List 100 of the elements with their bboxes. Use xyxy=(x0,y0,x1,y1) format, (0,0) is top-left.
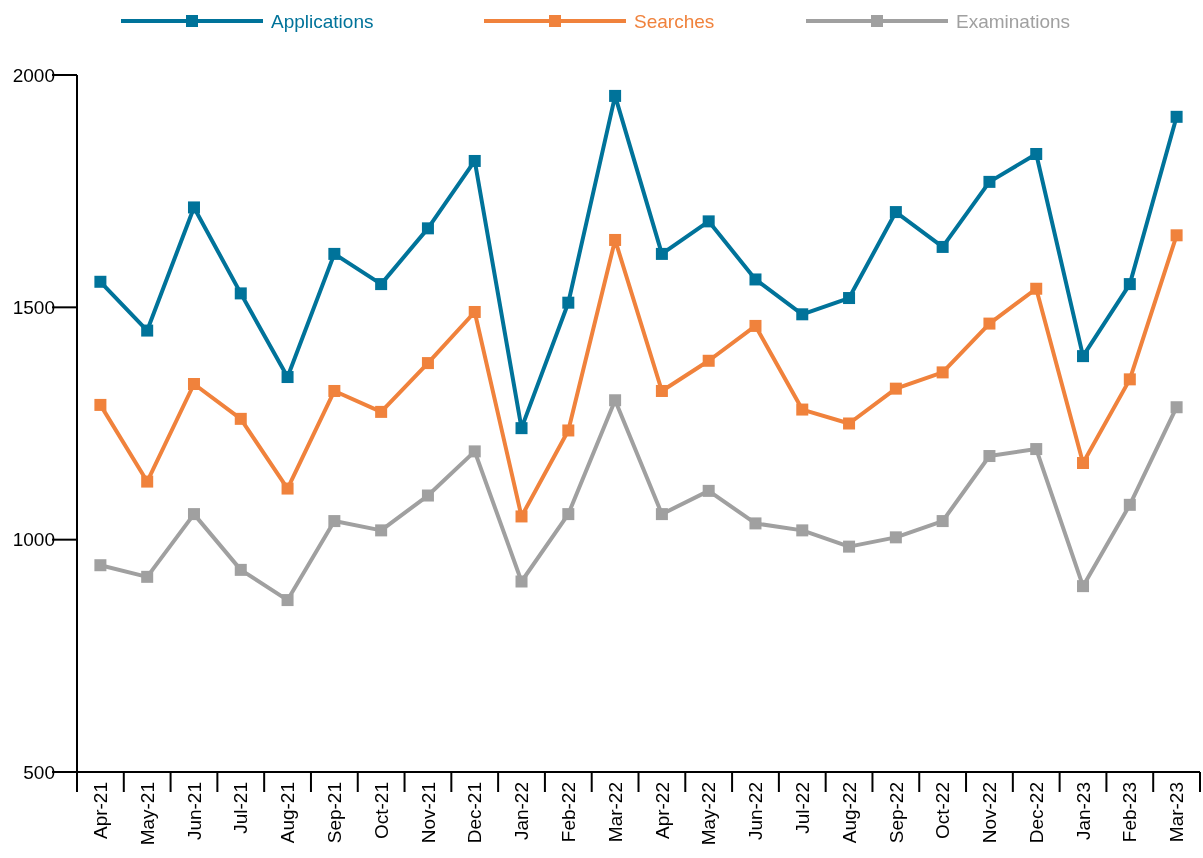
x-tick-label: Aug-22 xyxy=(838,782,860,844)
point xyxy=(889,206,902,219)
point xyxy=(94,559,107,572)
point xyxy=(1030,282,1043,295)
point xyxy=(281,594,294,607)
point xyxy=(749,517,762,530)
text: Searches xyxy=(634,10,715,32)
point xyxy=(609,233,622,246)
x-tick-label: Jul-21 xyxy=(230,782,252,834)
point xyxy=(936,240,949,253)
point xyxy=(1077,350,1090,363)
point xyxy=(94,275,107,288)
point xyxy=(749,273,762,286)
x-tick-label: Aug-21 xyxy=(277,782,299,844)
point xyxy=(421,222,434,235)
point xyxy=(796,308,809,321)
point xyxy=(983,450,996,463)
point xyxy=(375,524,388,537)
point xyxy=(562,424,575,437)
point xyxy=(1123,498,1136,511)
point xyxy=(843,540,856,553)
x-tick-label: Jan-22 xyxy=(511,782,533,841)
point xyxy=(187,508,200,521)
point xyxy=(702,484,715,497)
point xyxy=(796,524,809,537)
x-tick-label: Oct-22 xyxy=(932,782,954,840)
point xyxy=(234,412,247,425)
point xyxy=(328,384,341,397)
point xyxy=(655,384,668,397)
point xyxy=(234,563,247,576)
point xyxy=(468,445,481,458)
point xyxy=(562,508,575,521)
point xyxy=(468,305,481,318)
point xyxy=(1077,457,1090,469)
point xyxy=(1170,401,1183,414)
x-tick-label: Jan-23 xyxy=(1072,782,1094,841)
point xyxy=(983,317,996,330)
text: Applications xyxy=(271,10,374,32)
x-tick-label: May-21 xyxy=(136,782,158,846)
y-tick-label: 1000 xyxy=(12,529,55,551)
x-tick-label: Dec-21 xyxy=(464,782,486,844)
x-tick-label: Jul-22 xyxy=(791,782,813,834)
point xyxy=(375,405,388,418)
x-tick-label: Apr-21 xyxy=(90,782,112,840)
point xyxy=(1170,110,1183,123)
point xyxy=(141,324,154,337)
point xyxy=(983,175,996,188)
x-tick-label: Jun-21 xyxy=(183,782,205,841)
point xyxy=(141,570,154,583)
point xyxy=(936,366,949,379)
x-tick-label: Sep-22 xyxy=(885,782,907,844)
point xyxy=(515,575,528,588)
point xyxy=(889,531,902,544)
y-tick-label: 1500 xyxy=(12,296,55,318)
x-tick-label: May-22 xyxy=(698,782,720,846)
point xyxy=(796,403,809,416)
x-tick-label: Feb-22 xyxy=(557,782,579,843)
point xyxy=(702,215,715,228)
point xyxy=(328,515,341,528)
point xyxy=(187,378,200,390)
x-tick-label: Apr-22 xyxy=(651,782,673,840)
point xyxy=(1123,278,1136,291)
x-tick-label: Feb-23 xyxy=(1119,782,1141,843)
point xyxy=(843,417,856,430)
point xyxy=(515,510,528,523)
point xyxy=(609,394,622,407)
y-tick-label: 500 xyxy=(23,761,55,783)
point xyxy=(421,489,434,502)
point xyxy=(702,354,715,367)
point xyxy=(655,247,668,260)
point xyxy=(281,482,294,495)
point xyxy=(375,278,388,291)
point xyxy=(187,201,200,214)
point xyxy=(1123,373,1136,386)
point xyxy=(562,296,575,309)
x-tick-label: Mar-23 xyxy=(1166,782,1188,843)
point xyxy=(328,247,341,260)
x-tick-label: Sep-21 xyxy=(324,782,345,844)
point xyxy=(889,382,902,395)
point xyxy=(609,89,622,102)
point xyxy=(281,371,294,384)
point xyxy=(421,357,434,370)
y-tick-label: 2000 xyxy=(12,64,55,86)
point xyxy=(234,287,247,300)
x-tick-label: Oct-21 xyxy=(370,782,392,840)
point xyxy=(1030,147,1043,160)
text: Examinations xyxy=(956,10,1071,32)
x-tick-label: Jun-22 xyxy=(745,782,767,841)
point xyxy=(468,154,481,167)
x-tick-label: Nov-21 xyxy=(417,782,439,844)
x-tick-label: Dec-22 xyxy=(1025,782,1047,844)
point xyxy=(1030,443,1043,456)
point xyxy=(1170,229,1183,242)
point xyxy=(749,319,762,332)
x-tick-label: Mar-22 xyxy=(604,782,626,843)
x-tick-label: Nov-22 xyxy=(979,782,1001,844)
point xyxy=(141,475,154,488)
point xyxy=(655,508,668,521)
point xyxy=(94,398,107,411)
point xyxy=(1077,580,1090,593)
